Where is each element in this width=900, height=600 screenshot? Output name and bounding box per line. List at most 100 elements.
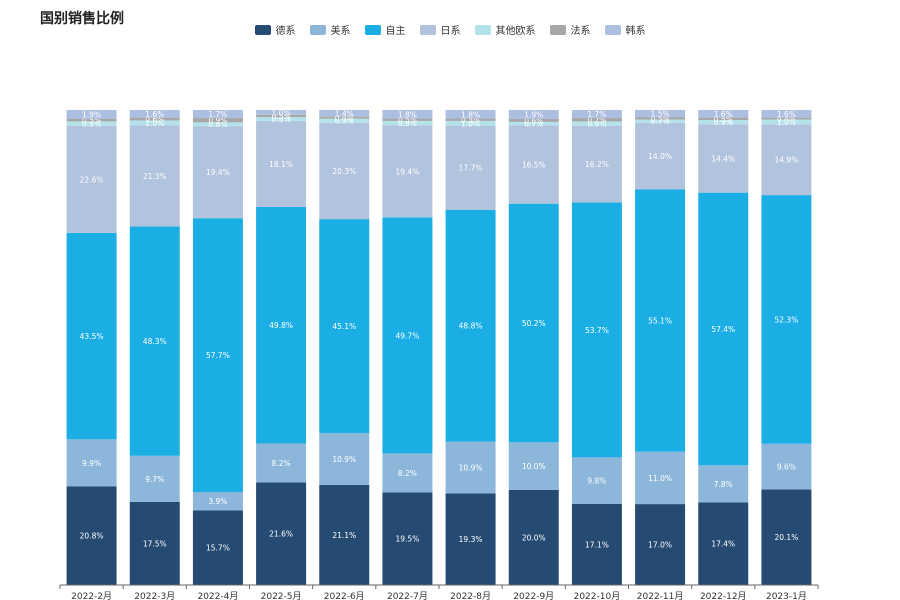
bar-segment[interactable] — [761, 119, 812, 125]
bar-segment[interactable] — [256, 206, 307, 444]
bar-segment[interactable] — [698, 117, 749, 120]
bar-segment[interactable] — [66, 121, 117, 126]
bar-segment[interactable] — [319, 118, 370, 123]
legend-item[interactable]: 美系 — [309, 22, 351, 37]
bar-segment[interactable] — [571, 125, 622, 203]
bar-segment[interactable] — [571, 110, 622, 119]
bar-segment[interactable] — [66, 119, 117, 122]
bar-segment[interactable] — [445, 118, 496, 121]
bar-segment[interactable] — [698, 192, 749, 466]
bar-segment[interactable] — [256, 443, 307, 483]
bar-segment[interactable] — [256, 114, 307, 118]
bar-segment[interactable] — [129, 226, 180, 456]
bar-segment[interactable] — [698, 110, 749, 118]
bar-segment[interactable] — [445, 209, 496, 442]
bar-segment[interactable] — [698, 502, 749, 585]
legend-item[interactable]: 韩系 — [604, 22, 646, 37]
bar-segment[interactable] — [129, 455, 180, 502]
bar-segment[interactable] — [635, 451, 686, 505]
bar-segment[interactable] — [571, 202, 622, 458]
bar-segment[interactable] — [635, 110, 686, 118]
bar-segment[interactable] — [508, 110, 559, 120]
bar-segment[interactable] — [445, 441, 496, 494]
bar-segment[interactable] — [508, 203, 559, 443]
bar-segment[interactable] — [571, 118, 622, 122]
legend-item[interactable]: 德系 — [254, 22, 296, 37]
bar-segment[interactable] — [508, 125, 559, 204]
bar-segment[interactable] — [698, 465, 749, 503]
bar-segment[interactable] — [635, 117, 686, 120]
bar-segment[interactable] — [192, 110, 243, 119]
bar-segment[interactable] — [445, 493, 496, 585]
bar-segment[interactable] — [635, 122, 686, 190]
legend-item[interactable]: 其他欧系 — [474, 22, 536, 37]
bar-segment[interactable] — [192, 510, 243, 585]
bar-segment[interactable] — [761, 489, 812, 585]
data-label: 0.9% — [82, 120, 101, 129]
bar-segment[interactable] — [571, 457, 622, 504]
bar-segment[interactable] — [319, 116, 370, 119]
data-label: 14.9% — [775, 156, 799, 165]
bar-segment[interactable] — [382, 120, 433, 126]
bar-segment[interactable] — [256, 110, 307, 115]
bar-segment[interactable] — [319, 219, 370, 434]
bar-segment[interactable] — [319, 433, 370, 485]
bar-segment[interactable] — [192, 491, 243, 511]
bar-segment[interactable] — [508, 442, 559, 490]
data-label: 57.7% — [206, 351, 230, 360]
data-label: 1.7% — [587, 110, 606, 119]
bar-segment[interactable] — [761, 117, 812, 120]
bar-segment[interactable] — [319, 122, 370, 220]
bar-segment[interactable] — [382, 453, 433, 493]
bar-segment[interactable] — [66, 232, 117, 440]
legend-item[interactable]: 自主 — [364, 22, 406, 37]
bar-segment[interactable] — [445, 110, 496, 119]
bar-segment[interactable] — [445, 125, 496, 210]
bar-segment[interactable] — [129, 125, 180, 227]
bar-segment[interactable] — [319, 110, 370, 117]
bar-segment[interactable] — [129, 120, 180, 126]
bar-segment[interactable] — [192, 218, 243, 492]
bar-segment[interactable] — [256, 120, 307, 207]
bar-segment[interactable] — [382, 118, 433, 121]
bar-segment[interactable] — [382, 217, 433, 454]
bar-segment[interactable] — [635, 504, 686, 585]
bar-segment[interactable] — [445, 120, 496, 126]
x-tick-label: 2022-5月 — [261, 591, 302, 600]
bar-segment[interactable] — [698, 119, 749, 125]
bar-segment[interactable] — [66, 110, 117, 120]
legend-item[interactable]: 法系 — [549, 22, 591, 37]
bar-segment[interactable] — [192, 118, 243, 123]
bar-segment[interactable] — [382, 125, 433, 218]
bar-segment[interactable] — [256, 117, 307, 121]
bar-segment[interactable] — [382, 110, 433, 119]
bar-segment[interactable] — [192, 126, 243, 219]
data-label: 17.4% — [711, 540, 735, 549]
legend-item[interactable]: 日系 — [419, 22, 461, 37]
bar-segment[interactable] — [508, 121, 559, 126]
bar-segment[interactable] — [256, 482, 307, 585]
bar-segment[interactable] — [192, 122, 243, 127]
bar-segment[interactable] — [382, 492, 433, 585]
bar-segment[interactable] — [129, 501, 180, 585]
bar-segment[interactable] — [129, 117, 180, 121]
bar-segment[interactable] — [129, 110, 180, 118]
bar-segment[interactable] — [319, 484, 370, 585]
data-label: 18.1% — [269, 160, 293, 169]
bar-segment[interactable] — [635, 189, 686, 452]
bar-segment[interactable] — [761, 195, 812, 444]
data-label: 21.6% — [269, 530, 293, 539]
bar-segment[interactable] — [508, 489, 559, 585]
data-label: 9.8% — [587, 477, 606, 486]
bar-segment[interactable] — [761, 110, 812, 118]
bar-segment[interactable] — [66, 486, 117, 585]
bar-segment[interactable] — [508, 119, 559, 122]
bar-segment[interactable] — [635, 119, 686, 123]
bar-segment[interactable] — [571, 121, 622, 126]
bar-segment[interactable] — [66, 439, 117, 487]
bar-segment[interactable] — [761, 443, 812, 490]
bar-segment[interactable] — [66, 125, 117, 233]
bar-segment[interactable] — [698, 124, 749, 193]
bar-segment[interactable] — [571, 503, 622, 585]
bar-segment[interactable] — [761, 124, 812, 196]
